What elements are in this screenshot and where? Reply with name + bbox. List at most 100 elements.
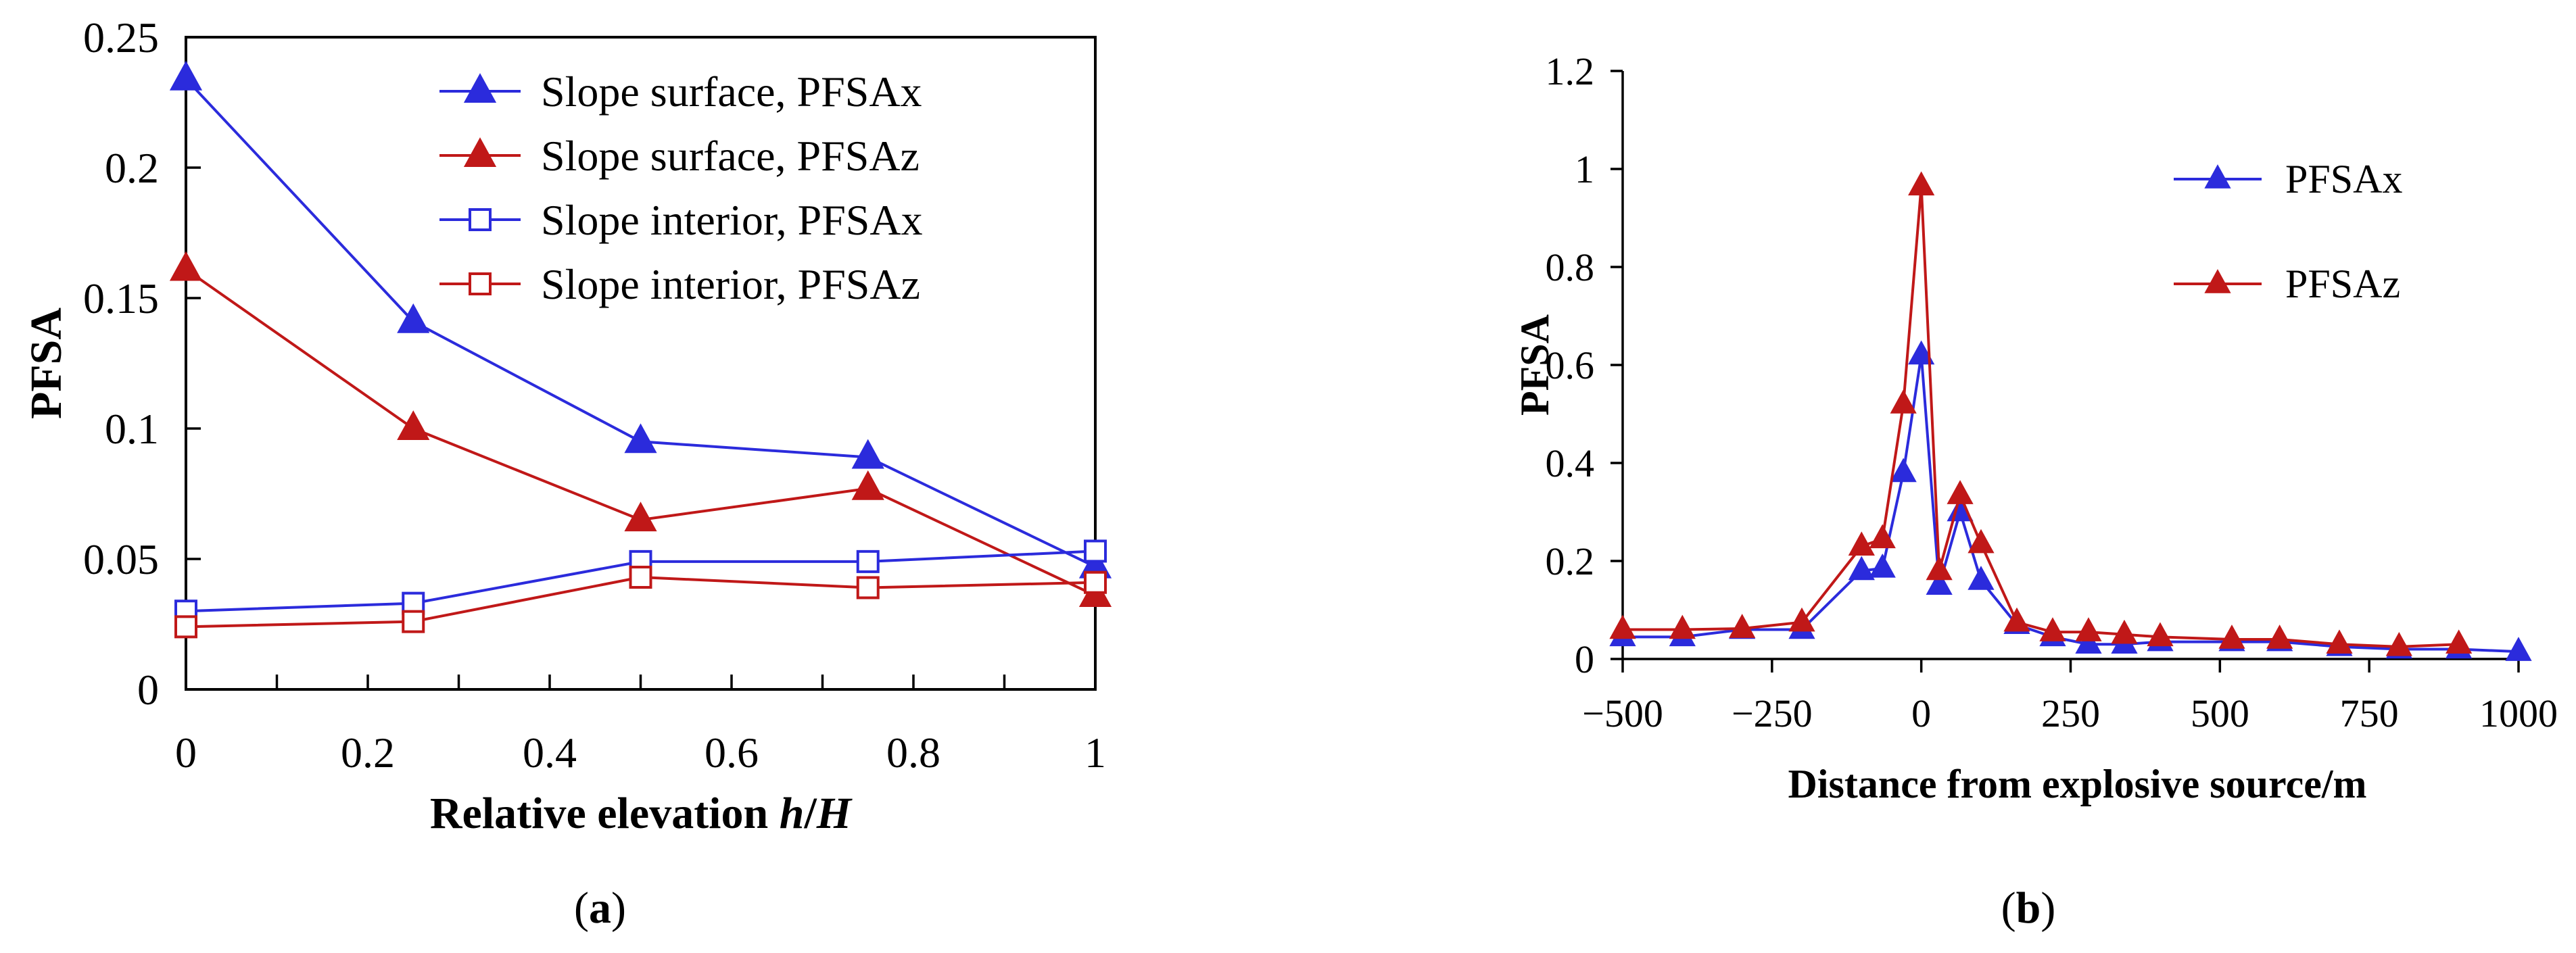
y-tick-label-a: 0.05 bbox=[83, 535, 159, 583]
data-point-b-0 bbox=[1908, 340, 1935, 365]
legend-label-a-1: Slope surface, PFSAz bbox=[541, 132, 920, 180]
data-point-a-3 bbox=[1084, 570, 1107, 594]
data-point-b-1 bbox=[2266, 625, 2293, 649]
data-point-b-1 bbox=[2326, 629, 2353, 654]
data-point-b-1 bbox=[2385, 631, 2412, 656]
data-point-b-1 bbox=[2446, 629, 2473, 654]
chart-a: 0 0.05 0.1 0.15 0.2 0.25 0 0.2 0.4 0.6 0.8 1 Relativ… bbox=[22, 14, 1112, 933]
y-axis-label-a: PFSA bbox=[22, 308, 71, 419]
x-tick-label-b: 500 bbox=[2191, 691, 2249, 735]
x-tick-label-a: 0.6 bbox=[705, 729, 759, 777]
data-point-a-3 bbox=[174, 615, 197, 639]
x-axis-label-part-a: Relative elevation bbox=[430, 789, 780, 838]
x-axis-label-part-a: h bbox=[780, 789, 805, 838]
data-point-a-0 bbox=[624, 423, 657, 454]
data-point-b-1 bbox=[1788, 607, 1815, 632]
x-tick-label-b: 750 bbox=[2340, 691, 2399, 735]
panel-label-open-b: ( bbox=[2001, 883, 2016, 933]
legend-marker-a-2 bbox=[469, 208, 492, 231]
data-point-a-0 bbox=[397, 303, 430, 333]
data-point-b-1 bbox=[2039, 617, 2066, 641]
data-point-b-0 bbox=[1869, 553, 1896, 578]
x-tick-label-a: 0.2 bbox=[341, 729, 395, 777]
data-point-a-3 bbox=[856, 576, 880, 600]
data-point-b-1 bbox=[1669, 614, 1696, 639]
data-point-b-1 bbox=[2147, 622, 2174, 647]
data-point-b-1 bbox=[1890, 389, 1917, 414]
data-point-b-1 bbox=[1908, 171, 1935, 196]
x-axis-label-b: Distance from explosive source/m bbox=[1788, 762, 2367, 806]
data-point-b-0 bbox=[1890, 458, 1917, 483]
x-tick-label-b: 250 bbox=[2041, 691, 2100, 735]
data-point-b-1 bbox=[2003, 607, 2030, 632]
data-point-a-2 bbox=[856, 549, 880, 573]
legend-label-b-0: PFSAx bbox=[2285, 157, 2402, 201]
panel-label-close-a: ) bbox=[611, 883, 626, 933]
y-tick-label-a: 0.1 bbox=[105, 405, 159, 453]
data-point-a-1 bbox=[169, 251, 203, 281]
x-tick-label-a: 0.8 bbox=[886, 729, 940, 777]
y-axis-label-b: PFSA bbox=[1512, 314, 1557, 416]
x-axis-label-a: Relative elevation h/H bbox=[430, 789, 853, 838]
panel-label-a: (a) bbox=[574, 883, 626, 933]
data-point-b-1 bbox=[1947, 480, 1974, 504]
data-point-b-1 bbox=[1869, 524, 1896, 549]
y-tick-label-b: 0.4 bbox=[1546, 441, 1595, 485]
y-tick-label-a: 0.2 bbox=[105, 144, 159, 192]
data-point-b-1 bbox=[2075, 617, 2102, 641]
y-tick-label-b: 1.2 bbox=[1546, 49, 1595, 93]
panel-label-b: (b) bbox=[2001, 883, 2056, 933]
y-tick-label-a: 0.25 bbox=[83, 14, 159, 62]
chart-b: 0 0.2 0.4 0.6 0.8 1 1.2 −500 −250 0 250 500 750 1000 D… bbox=[1512, 49, 2558, 933]
data-point-b-0 bbox=[1926, 570, 1953, 595]
legend-marker-a-0 bbox=[463, 73, 497, 103]
legend-label-a-2: Slope interior, PFSAx bbox=[541, 196, 923, 244]
data-point-a-0 bbox=[851, 439, 884, 469]
data-point-b-0 bbox=[2505, 637, 2532, 661]
data-point-a-3 bbox=[402, 610, 425, 633]
data-point-a-1 bbox=[851, 470, 884, 500]
panel-letter-b: b bbox=[2016, 883, 2041, 933]
y-tick-label-a: 0 bbox=[137, 666, 159, 714]
panel-label-open-a: ( bbox=[574, 883, 589, 933]
legend-label-a-3: Slope interior, PFSAz bbox=[541, 260, 920, 308]
x-tick-label-b: −500 bbox=[1582, 691, 1663, 735]
data-point-a-3 bbox=[629, 566, 652, 589]
y-tick-label-b: 0 bbox=[1575, 637, 1594, 681]
data-point-a-0 bbox=[169, 60, 203, 91]
data-point-a-2 bbox=[1084, 539, 1107, 563]
x-tick-label-a: 0.4 bbox=[523, 729, 577, 777]
data-point-b-0 bbox=[1848, 556, 1875, 581]
x-axis-label-part-a: / bbox=[803, 789, 817, 838]
legend-marker-b-0 bbox=[2204, 164, 2231, 189]
series-line-b-0 bbox=[1623, 355, 2519, 654]
data-point-b-0 bbox=[1967, 566, 1995, 590]
data-point-a-1 bbox=[397, 410, 430, 440]
data-point-b-1 bbox=[2111, 619, 2138, 644]
y-tick-label-a: 0.15 bbox=[83, 274, 159, 322]
legend-label-b-1: PFSAz bbox=[2285, 262, 2400, 306]
legend-label-a-0: Slope surface, PFSAx bbox=[541, 68, 922, 116]
legend-marker-a-3 bbox=[469, 272, 492, 295]
data-point-b-0 bbox=[2075, 629, 2102, 654]
x-tick-label-b: 1000 bbox=[2479, 691, 2558, 735]
x-axis-label-part-a: H bbox=[816, 789, 853, 838]
x-tick-label-b: −250 bbox=[1732, 691, 1813, 735]
data-point-b-1 bbox=[1967, 529, 1995, 554]
data-point-b-1 bbox=[1609, 614, 1636, 639]
legend-marker-b-1 bbox=[2204, 269, 2231, 293]
y-tick-label-b: 1 bbox=[1575, 147, 1594, 191]
data-point-b-1 bbox=[1729, 614, 1756, 638]
series-line-b-1 bbox=[1623, 186, 2459, 648]
data-point-b-1 bbox=[1926, 556, 1953, 581]
panel-label-close-b: ) bbox=[2041, 883, 2055, 933]
x-tick-label-b: 0 bbox=[1911, 691, 1931, 735]
y-tick-label-b: 0.6 bbox=[1546, 343, 1595, 387]
y-tick-label-b: 0.8 bbox=[1546, 245, 1595, 289]
legend-marker-a-1 bbox=[463, 137, 497, 167]
data-point-a-1 bbox=[624, 502, 657, 532]
x-tick-label-a: 0 bbox=[175, 729, 197, 777]
x-tick-label-a: 1 bbox=[1084, 729, 1106, 777]
data-point-b-1 bbox=[2218, 625, 2245, 649]
